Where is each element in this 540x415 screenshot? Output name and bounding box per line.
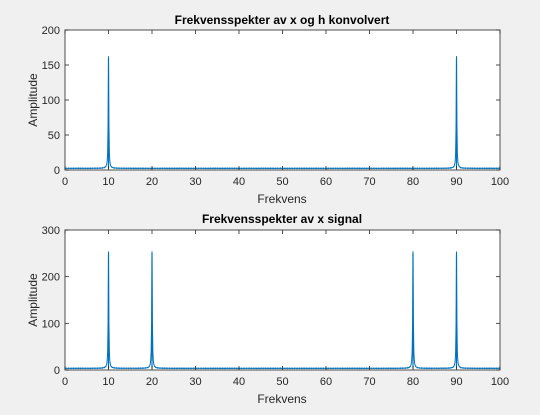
bottom-x-tick-label: 40 [233,376,245,388]
top-subplot: Frekvensspekter av x og h konvolvert Fre… [26,13,509,206]
bottom-chart-title: Frekvensspekter av x signal [202,212,362,226]
top-y-tick-label: 100 [42,95,60,107]
bottom-y-tick-label: 300 [42,225,60,237]
top-x-tick-label: 20 [146,176,158,188]
top-x-tick-label: 10 [102,176,114,188]
top-x-tick-label: 100 [491,176,509,188]
bottom-x-tick-label: 70 [363,376,375,388]
bottom-subplot: Frekvensspekter av x signal Frekvens Amp… [26,212,509,406]
bottom-x-axis-label: Frekvens [257,392,306,406]
top-x-tick-label: 40 [233,176,245,188]
top-x-axis-label: Frekvens [257,192,306,206]
top-x-tick-label: 30 [189,176,201,188]
top-x-tick-label: 90 [450,176,462,188]
bottom-x-tick-label: 90 [450,376,462,388]
top-y-tick-label: 0 [54,165,60,177]
bottom-y-axis-label: Amplitude [26,273,40,327]
bottom-plot-area [64,229,501,371]
top-x-tick-label: 80 [407,176,419,188]
bottom-y-tick-label: 0 [54,365,60,377]
top-x-tick-label: 60 [320,176,332,188]
bottom-x-tick-label: 80 [407,376,419,388]
bottom-x-tick-label: 10 [102,376,114,388]
top-y-tick-label: 200 [42,25,60,37]
top-plot-area [64,29,501,171]
bottom-x-tick-label: 60 [320,376,332,388]
top-x-tick-label: 0 [62,176,68,188]
bottom-x-tick-label: 100 [491,376,509,388]
bottom-x-tick-label: 20 [146,376,158,388]
bottom-x-tick-label: 0 [62,376,68,388]
top-y-axis-label: Amplitude [26,73,40,127]
top-chart-title: Frekvensspekter av x og h konvolvert [175,13,390,27]
top-x-tick-label: 50 [276,176,288,188]
bottom-y-tick-label: 200 [42,272,60,284]
bottom-y-tick-label: 100 [42,318,60,330]
bottom-x-tick-label: 30 [189,376,201,388]
top-x-tick-label: 70 [363,176,375,188]
bottom-x-tick-label: 50 [276,376,288,388]
top-y-tick-label: 50 [48,130,60,142]
top-y-tick-label: 150 [42,60,60,72]
